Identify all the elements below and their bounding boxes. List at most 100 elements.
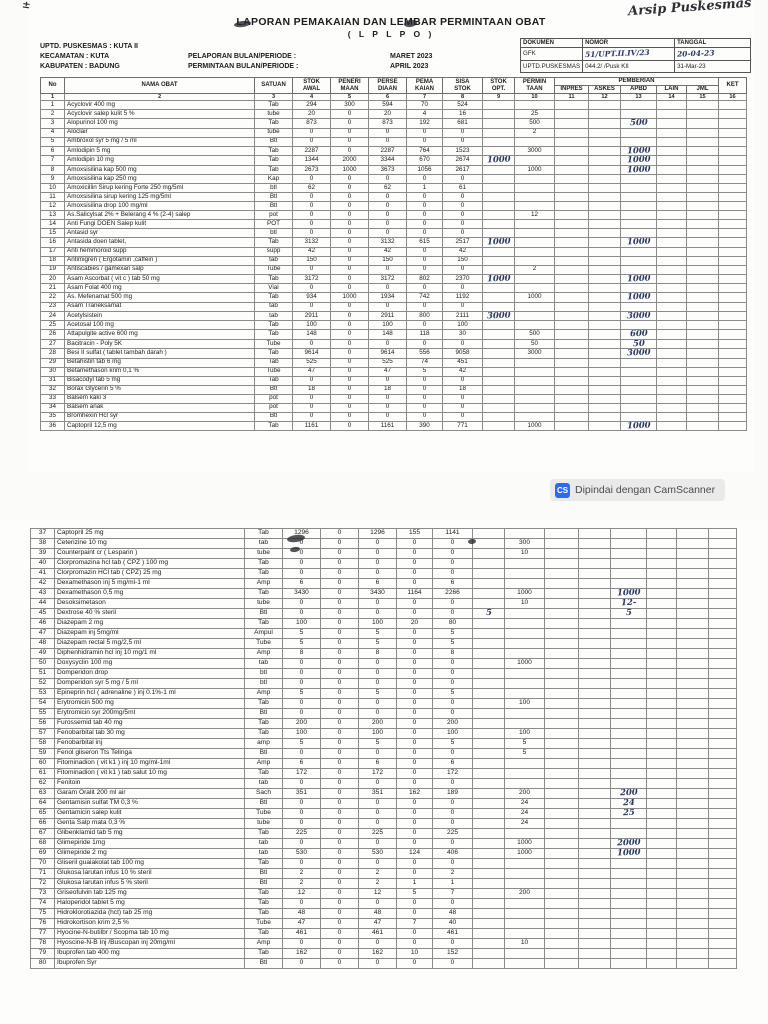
cell: [472, 718, 505, 729]
header-stok-opt: STOK OPT.: [482, 77, 515, 94]
cell: Glukosa larutan infus 5 % steril: [54, 878, 245, 889]
cell: 12: [358, 888, 397, 899]
cell: 0: [396, 548, 433, 559]
cell: 406: [432, 848, 473, 859]
cell: [544, 588, 579, 599]
cell: [610, 818, 647, 829]
table-row: 64 Gentamisin sulfat TM 0,3 % Btl 0 0 0 0 0 24 24: [30, 798, 737, 809]
table-row: 69 Glimepiride 2 mg tab 530 0 530 124 406 1000 10…: [30, 848, 737, 859]
cell: [514, 357, 555, 368]
cell: [718, 219, 748, 229]
cell: 46: [30, 618, 55, 629]
cell: 0: [396, 868, 433, 879]
cell: 556: [406, 348, 443, 359]
cell: Betamethason krim 0,1 %: [64, 366, 255, 377]
cell: Antasida doen tablet,: [64, 237, 255, 248]
cell: 49: [30, 648, 55, 659]
cell: Vial: [254, 283, 293, 293]
table-row: GFK 51/UPT.II.IV/23 20-04-23: [519, 47, 752, 61]
cell: 6: [432, 758, 473, 769]
cell: 0: [358, 818, 397, 829]
cell: 0: [406, 192, 443, 202]
cell: [656, 375, 687, 386]
table-row: 60 Fitominadion ( vit k1 ) inj 10 mg/ml-1…: [30, 758, 737, 769]
cell: 11: [40, 192, 65, 202]
column-number: 3: [254, 93, 293, 101]
cell: 1000: [620, 155, 657, 166]
cell: [685, 145, 720, 156]
cell: [708, 858, 737, 869]
table-row: 17 Anti hemmoroid supp supp 42 0 42 0 42: [40, 246, 748, 257]
cell: [646, 768, 677, 779]
cell: [676, 708, 709, 719]
cell: Anti hemmoroid supp: [64, 246, 255, 257]
cell: [514, 246, 555, 257]
cell: 1934: [368, 292, 407, 303]
cell: 0: [368, 338, 407, 349]
cell: 0: [320, 628, 359, 639]
cell: [588, 136, 621, 147]
header-no: No: [40, 77, 65, 94]
cell: 0: [406, 402, 443, 413]
cell: [676, 738, 709, 749]
cell: [544, 738, 579, 749]
cell: [656, 228, 687, 238]
cell: 100: [504, 698, 545, 709]
cell: Aloclair: [64, 127, 255, 138]
table-row: 36 Captopril 12,5 mg Tab 1161 0 1161 390 771 100…: [40, 420, 748, 431]
table-row: 10 Amoxicillin Sirup kering Forte 250 mg/…: [40, 183, 748, 193]
cell: [482, 393, 515, 404]
table-row: 51 Domperidon drop btl 0 0 0 0 0: [30, 668, 737, 679]
cell: [610, 758, 647, 769]
cell: 0: [320, 568, 359, 579]
cell: [588, 118, 621, 129]
cell: 20: [292, 109, 331, 119]
cell: [472, 588, 505, 599]
cell: [554, 127, 589, 138]
cell: 0: [432, 538, 473, 549]
cell: [588, 301, 621, 312]
cell: [578, 958, 611, 969]
cell: [718, 118, 748, 129]
cell: [708, 748, 737, 759]
cell: 0: [330, 210, 369, 220]
cell: [472, 798, 505, 809]
cell: [656, 127, 687, 138]
cell: 24: [504, 818, 545, 829]
cell: [514, 384, 555, 395]
cell: [514, 273, 555, 284]
cell: [708, 628, 737, 639]
cell: 0: [330, 320, 369, 330]
cell: Domperidon drop: [54, 668, 245, 679]
cell: 0: [442, 210, 483, 220]
handwritten-value: 51/UPT.II.IV/23: [584, 47, 650, 59]
cell: [718, 357, 748, 368]
cell: [620, 100, 657, 110]
cell: 0: [396, 898, 433, 909]
cell: Tube: [244, 808, 283, 819]
cell: [646, 758, 677, 769]
cell: 1161: [292, 420, 331, 431]
header-penerimaan: PENERI MAAN: [330, 77, 369, 94]
header-ket: KET: [718, 77, 748, 94]
cell: [708, 768, 737, 779]
handwritten-value: 2000: [616, 838, 641, 849]
cell: [610, 708, 647, 719]
cell: Hidrokortison krim 2,5 %: [54, 918, 245, 929]
cell: 0: [396, 838, 433, 849]
cell: 150: [292, 255, 331, 266]
cell: Diazepam inj 5mg/ml: [54, 628, 245, 639]
cell: 18: [40, 255, 65, 266]
table-row: 75 Hidroklorotiazida (hct) tab 25 mg Tab 48…: [30, 908, 737, 919]
cell: 6: [358, 578, 397, 589]
cell: [554, 420, 589, 431]
cell: [708, 658, 737, 669]
cell: [578, 828, 611, 839]
cell: [718, 155, 748, 166]
cell: [504, 618, 545, 629]
cell: tab: [244, 658, 283, 669]
cell: [718, 210, 748, 220]
cell: [708, 548, 737, 559]
cell: 6: [282, 758, 321, 769]
cell: 0: [330, 201, 369, 211]
